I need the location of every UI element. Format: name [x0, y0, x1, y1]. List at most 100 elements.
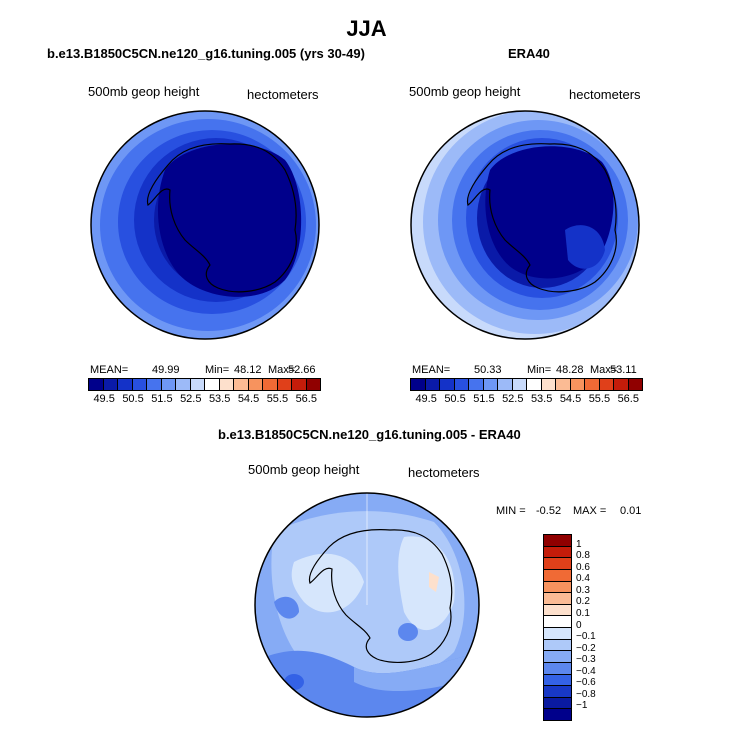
era40-min-label: Min= — [527, 364, 552, 376]
era40-variable-label: 500mb geop height — [409, 84, 521, 99]
diff-colorbar-swatch — [544, 662, 571, 675]
colorbar-tick-label: 49.5 — [93, 393, 115, 405]
colorbar-swatch — [118, 379, 133, 390]
era40-min-value: 48.28 — [556, 364, 584, 376]
colorbar-swatch — [541, 379, 556, 390]
model-colorbar — [88, 378, 321, 391]
difference-polar-map — [254, 492, 480, 718]
model-min-value: 48.12 — [234, 364, 262, 376]
colorbar-swatch — [306, 379, 320, 390]
diff-colorbar-tick-label: −0.2 — [576, 642, 596, 654]
colorbar-swatch — [512, 379, 527, 390]
diff-colorbar-swatch — [544, 674, 571, 687]
colorbar-swatch — [556, 379, 571, 390]
model-max-label: Max= — [268, 364, 296, 376]
diff-colorbar-tick-label: −1 — [576, 700, 588, 712]
diff-colorbar-tick-label: −0.3 — [576, 654, 596, 666]
colorbar-tick-label: 55.5 — [266, 393, 289, 405]
colorbar-swatch — [411, 379, 426, 390]
era40-mean-label: MEAN= — [412, 364, 451, 376]
diff-colorbar-swatch — [544, 628, 571, 640]
diff-min-value: -0.52 — [536, 505, 562, 517]
colorbar-tick-label: 56.5 — [295, 393, 317, 405]
diff-colorbar-tick-label: −0.1 — [576, 631, 596, 643]
model-variable-label: 500mb geop height — [88, 84, 200, 99]
colorbar-swatch — [599, 379, 614, 390]
diff-colorbar-swatch — [544, 569, 571, 582]
diff-max-value: 0.01 — [620, 505, 642, 517]
season-title: JJA — [346, 16, 387, 41]
colorbar-swatch — [219, 379, 234, 390]
diff-colorbar-swatch — [544, 604, 571, 617]
diff-colorbar-swatch — [544, 686, 571, 698]
diff-colorbar-swatch — [544, 535, 571, 547]
model-units-label: hectometers — [247, 87, 319, 102]
colorbar-swatch — [277, 379, 292, 390]
colorbar-tick-label: 50.5 — [444, 393, 466, 405]
era40-colorbar-ticks: 49.5 50.5 51.5 52.5 53.5 54.5 55.5 56.5 — [410, 393, 641, 407]
diff-colorbar-tick-label: 1 — [576, 538, 582, 550]
era40-colorbar — [410, 378, 643, 391]
era40-units-label: hectometers — [569, 87, 641, 102]
diff-colorbar — [543, 534, 572, 721]
colorbar-swatch — [570, 379, 585, 390]
antarctica-coastline — [146, 143, 297, 293]
model-mean-label: MEAN= — [90, 364, 129, 376]
diff-colorbar-tick-label: −0.6 — [576, 677, 596, 689]
colorbar-tick-label: 50.5 — [122, 393, 144, 405]
colorbar-swatch — [454, 379, 469, 390]
diff-colorbar-swatch — [544, 593, 571, 605]
diff-colorbar-tick-label: 0.8 — [576, 550, 590, 562]
model-min-label: Min= — [205, 364, 230, 376]
model-panel-title: b.e13.B1850C5CN.ne120_g16.tuning.005 (yr… — [47, 46, 365, 61]
diff-max-label: MAX = — [573, 505, 607, 517]
diff-colorbar-tick-label: −0.8 — [576, 688, 596, 700]
diff-colorbar-tick-label: 0.4 — [576, 573, 590, 585]
colorbar-swatch — [132, 379, 147, 390]
diff-colorbar-tick-label: 0.6 — [576, 561, 590, 573]
model-colorbar-ticks: 49.5 50.5 51.5 52.5 53.5 54.5 55.5 56.5 — [88, 393, 319, 407]
diff-colorbar-swatch — [544, 639, 571, 652]
colorbar-tick-label: 53.5 — [530, 393, 553, 405]
colorbar-tick-label: 51.5 — [473, 393, 495, 405]
colorbar-swatch — [89, 379, 104, 390]
colorbar-swatch — [147, 379, 162, 390]
colorbar-swatch — [161, 379, 176, 390]
colorbar-swatch — [176, 379, 191, 390]
diff-colorbar-tick-label: 0.1 — [576, 607, 590, 619]
diff-panel-title: b.e13.B1850C5CN.ne120_g16.tuning.005 - E… — [218, 427, 521, 442]
diff-colorbar-tick-label: 0.3 — [576, 584, 590, 596]
diff-min-label: MIN = — [496, 505, 526, 517]
diff-colorbar-tick-label: 0.2 — [576, 596, 590, 608]
colorbar-swatch — [614, 379, 629, 390]
diff-colorbar-swatch — [544, 651, 571, 663]
colorbar-swatch — [483, 379, 498, 390]
colorbar-tick-label: 56.5 — [617, 393, 639, 405]
colorbar-swatch — [469, 379, 484, 390]
era40-max-value: 53.11 — [610, 364, 637, 376]
model-polar-map — [90, 110, 320, 340]
diff-variable-label: 500mb geop height — [248, 462, 360, 477]
era40-panel-title: ERA40 — [508, 46, 550, 61]
era40-polar-map — [410, 110, 640, 340]
colorbar-swatch — [263, 379, 278, 390]
colorbar-tick-label: 54.5 — [237, 393, 260, 405]
diff-colorbar-swatch — [544, 697, 571, 710]
antarctica-coastline — [308, 529, 453, 664]
colorbar-swatch — [628, 379, 642, 390]
diff-colorbar-tick-label: −0.4 — [576, 665, 596, 677]
colorbar-tick-label: 52.5 — [180, 393, 202, 405]
colorbar-swatch — [103, 379, 118, 390]
model-max-value: 52.66 — [288, 364, 316, 376]
colorbar-tick-label: 52.5 — [502, 393, 524, 405]
colorbar-swatch — [292, 379, 307, 390]
colorbar-swatch — [585, 379, 600, 390]
colorbar-swatch — [440, 379, 455, 390]
diff-colorbar-ticks: 1 0.8 0.6 0.4 0.3 0.2 0.1 0 −0.1 −0.2 −0.3 −0.4 −0.6… — [576, 534, 616, 719]
diff-colorbar-swatch — [544, 616, 571, 628]
colorbar-tick-label: 55.5 — [588, 393, 611, 405]
era40-max-label: Max= — [590, 364, 618, 376]
colorbar-tick-label: 49.5 — [415, 393, 437, 405]
colorbar-swatch — [205, 379, 220, 390]
colorbar-swatch — [425, 379, 440, 390]
